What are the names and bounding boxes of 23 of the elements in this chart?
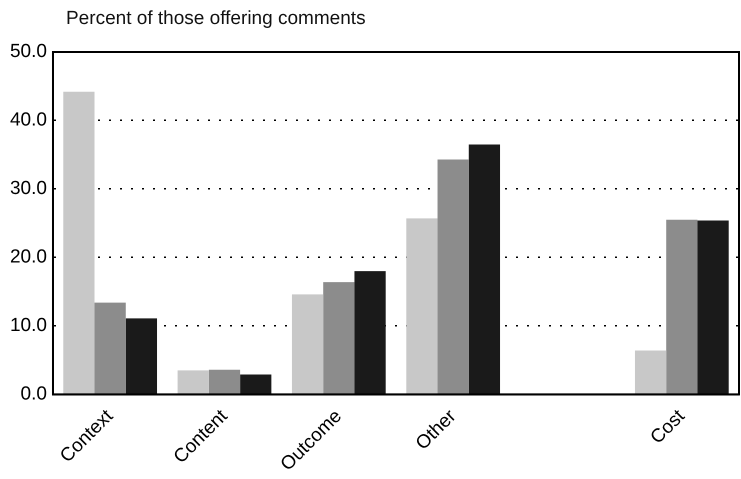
bar	[468, 144, 500, 394]
bar	[126, 318, 158, 394]
bar	[208, 370, 240, 394]
bar	[240, 374, 272, 394]
bar	[94, 302, 126, 394]
bar	[292, 294, 324, 394]
bar	[63, 92, 95, 394]
x-tick-label: Cost	[646, 405, 690, 448]
bar	[354, 271, 386, 394]
y-tick-label: 0.0	[20, 384, 47, 405]
y-tick-label: 30.0	[10, 178, 47, 200]
y-tick-label: 20.0	[10, 246, 47, 268]
y-tick-label: 40.0	[10, 110, 47, 131]
y-tick-label: 10.0	[10, 315, 47, 336]
y-tick-label: 50.0	[10, 41, 47, 62]
bar	[697, 220, 729, 394]
y-axis-title: Percent of those offering comments	[66, 8, 366, 30]
bar	[178, 370, 209, 394]
bar	[323, 282, 354, 394]
bar	[406, 218, 438, 394]
bar	[438, 160, 469, 394]
bar	[666, 220, 698, 394]
bar	[634, 350, 666, 394]
